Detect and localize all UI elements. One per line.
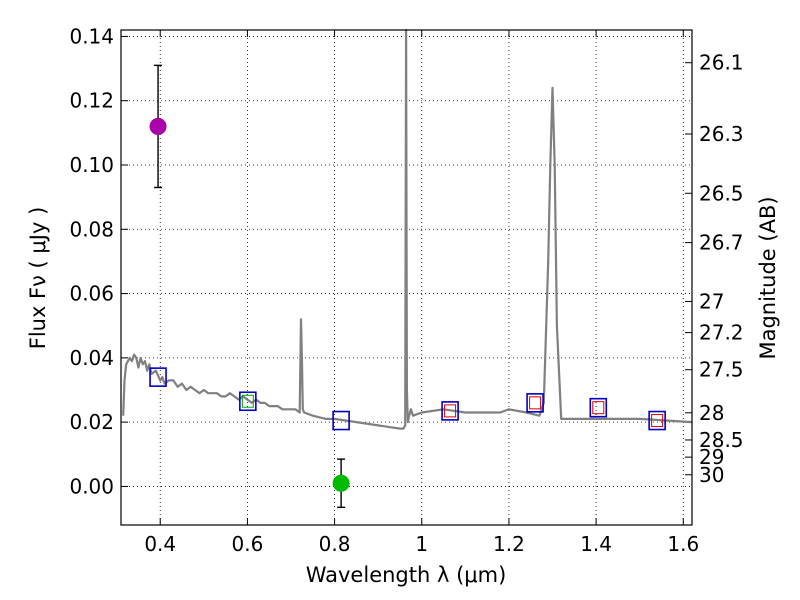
photometry-box [149, 367, 167, 387]
y-tick-label: 0.02 [69, 410, 114, 434]
y-axis-label: Flux Fν ( μJy ) [26, 207, 50, 350]
y-tick-label: 0.00 [69, 474, 114, 498]
magnitude-tick-label: 26.1 [699, 51, 744, 75]
magnitude-tick-label: 28 [699, 401, 724, 425]
grid [121, 30, 692, 525]
model-marker [241, 394, 254, 408]
magnitude-tick-label: 30 [699, 463, 724, 487]
x-tick-label: 0.6 [231, 532, 263, 556]
x-tick-label: 1.6 [667, 532, 699, 556]
plot-frame [120, 29, 693, 526]
x-tick-label: 1.4 [580, 532, 612, 556]
x-tick-label: 1 [415, 532, 428, 556]
tick-marks [121, 30, 692, 525]
y-tick-label: 0.10 [69, 153, 114, 177]
y-tick-label: 0.04 [69, 346, 114, 370]
photometry-box [239, 391, 257, 412]
x-tick-label: 0.4 [144, 532, 176, 556]
magnitude-tick-label: 28.5 [699, 428, 744, 452]
model-marker [651, 414, 664, 428]
magnitude-tick-label: 26.5 [699, 181, 744, 205]
photometry-box [589, 397, 608, 418]
magnitude-tick-label: 26.3 [699, 122, 744, 146]
photometry-box [332, 410, 350, 431]
y-tick-label: 0.12 [69, 89, 114, 113]
photometry-box [648, 410, 666, 431]
model-marker [444, 404, 457, 418]
tick-labels: 0.4 0.6 0.8 1 1.2 1.4 1.6 0.00 0.02 0.04 0.06 0.08 0… [69, 24, 743, 556]
measured-points [149, 64, 350, 509]
y-tick-label: 0.06 [69, 282, 114, 306]
right-axis-label: Magnitude (AB) [756, 196, 780, 359]
y-tick-label: 0.14 [69, 24, 114, 48]
green-point [332, 474, 350, 492]
magnitude-tick-label: 27 [699, 289, 724, 313]
spectrum-series [122, 28, 693, 430]
x-tick-label: 0.8 [319, 532, 351, 556]
magnitude-tick-label: 26.7 [699, 231, 744, 255]
model-photometry-markers [241, 394, 664, 428]
model-marker [529, 396, 542, 410]
model-marker [592, 401, 605, 415]
magnitude-tick-label: 27.2 [699, 321, 744, 345]
spectrum-line [122, 28, 693, 430]
x-tick-label: 1.2 [493, 532, 525, 556]
photometry-box [441, 401, 459, 421]
photometry-box [526, 393, 544, 413]
magnitude-tick-label: 29 [699, 445, 724, 469]
photometry-boxes [149, 367, 666, 431]
y-tick-label: 0.08 [69, 217, 114, 241]
x-axis-label: Wavelength λ (μm) [306, 563, 507, 587]
magnitude-tick-label: 27.5 [699, 358, 744, 382]
purple-point [149, 117, 167, 135]
